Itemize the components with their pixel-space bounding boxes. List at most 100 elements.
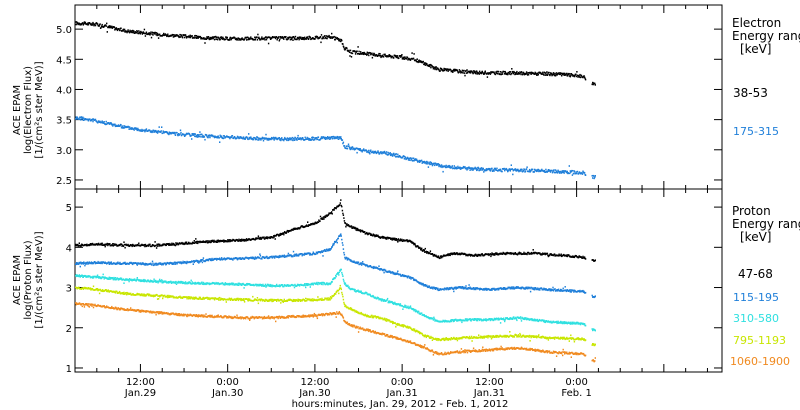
proton-series-2-point bbox=[92, 262, 95, 265]
electron-series-1-point bbox=[497, 70, 500, 73]
electron-series-1-point bbox=[207, 36, 210, 38]
electron-series-1-point bbox=[202, 37, 205, 40]
proton-series-1-point bbox=[581, 257, 584, 259]
proton-series-3-point bbox=[296, 284, 298, 287]
electron-series-2-point bbox=[554, 169, 557, 171]
proton-series-3-point bbox=[224, 284, 226, 286]
proton-series-1-point bbox=[364, 231, 366, 233]
electron-series-1-point bbox=[390, 55, 392, 57]
proton-series-2-point bbox=[534, 288, 536, 291]
electron-series-1-point bbox=[459, 70, 462, 72]
electron-series-1-point bbox=[338, 39, 340, 42]
electron-series-1-point bbox=[184, 34, 187, 36]
proton-series-1-point bbox=[123, 243, 126, 246]
proton-series-2-point bbox=[525, 286, 527, 289]
electron-series-1-point bbox=[519, 71, 522, 74]
proton-series-3-point bbox=[317, 283, 319, 286]
electron-series-2-point bbox=[300, 138, 302, 141]
proton-series-2-point bbox=[349, 259, 351, 261]
proton-series-1-point bbox=[542, 252, 544, 254]
electron-series-2-point bbox=[262, 139, 265, 142]
proton-series-3-point bbox=[162, 280, 164, 282]
proton-series-2-point bbox=[300, 253, 303, 255]
electron-series-1-point bbox=[301, 38, 303, 40]
proton-series-3-point bbox=[294, 283, 296, 286]
electron-series-1-point bbox=[354, 50, 356, 53]
electron-series-1-point bbox=[465, 72, 468, 74]
electron-series-1-point bbox=[512, 71, 514, 74]
proton-series-2-point bbox=[565, 289, 567, 291]
electron-series-2-point bbox=[287, 137, 289, 140]
proton-series-3-point bbox=[412, 308, 415, 311]
proton-series-1-point bbox=[280, 232, 282, 235]
electron-series-1-point bbox=[536, 72, 538, 75]
proton-series-3-point bbox=[323, 282, 326, 285]
electron-series-1-point bbox=[378, 52, 380, 55]
electron-series-1-point bbox=[210, 36, 212, 39]
electron-series-1-point bbox=[564, 72, 566, 75]
electron-series-2-point bbox=[581, 171, 583, 174]
electron-series-1-point bbox=[92, 21, 94, 24]
proton-series-1-point bbox=[518, 251, 521, 254]
proton-series-3-point bbox=[189, 281, 191, 284]
proton-series-2-point bbox=[570, 289, 572, 291]
proton-series-2-point bbox=[382, 268, 385, 271]
electron-series-1-point bbox=[438, 68, 440, 71]
electron-series-2-point bbox=[195, 135, 197, 138]
proton-series-2-point bbox=[164, 262, 166, 265]
proton-series-3-point bbox=[152, 281, 154, 283]
proton-series-3-point bbox=[136, 278, 138, 281]
electron-series-1-point bbox=[429, 63, 432, 66]
electron-series-1-point bbox=[517, 71, 520, 74]
proton-series-2-point bbox=[538, 288, 540, 290]
electron-series-1-point bbox=[552, 72, 555, 74]
electron-series-1-point bbox=[276, 38, 278, 41]
proton-series-3-point bbox=[127, 279, 130, 281]
proton-series-3-point bbox=[108, 276, 110, 279]
electron-series-2-point bbox=[293, 138, 295, 140]
electron-series-2-point bbox=[581, 173, 584, 175]
proton-series-3-point bbox=[275, 284, 277, 287]
electron-series-2-point bbox=[426, 161, 428, 164]
proton-legend-series-4: 795-1193 bbox=[733, 334, 786, 347]
electron-series-2-point bbox=[433, 162, 435, 165]
proton-series-1-point bbox=[266, 236, 268, 238]
electron-series-1-point bbox=[537, 73, 539, 76]
electron-series-2-point bbox=[80, 116, 82, 118]
proton-series-3-point bbox=[122, 278, 125, 280]
electron-series-1-point bbox=[98, 24, 101, 26]
proton-series-3 bbox=[75, 268, 596, 332]
electron-series-1-point bbox=[471, 71, 474, 74]
proton-series-2-point bbox=[315, 253, 317, 255]
proton-series-3-point bbox=[222, 282, 224, 284]
electron-series-2-point bbox=[485, 168, 488, 170]
electron-series-1-point bbox=[106, 31, 108, 33]
proton-series-1-point bbox=[399, 239, 401, 242]
proton-series-3-point bbox=[387, 301, 389, 304]
electron-series-1-point bbox=[166, 34, 168, 37]
electron-series-2-point bbox=[177, 133, 180, 135]
electron-series-2-point bbox=[320, 136, 323, 138]
electron-series-2-point bbox=[199, 131, 201, 133]
electron-series-2-point bbox=[203, 136, 206, 138]
proton-series-2-point bbox=[455, 286, 457, 289]
electron-series-2-point bbox=[347, 143, 350, 146]
proton-series-2-point bbox=[594, 295, 596, 297]
proton-series-2-point bbox=[325, 250, 327, 252]
proton-series-2-point bbox=[519, 287, 522, 290]
proton-series-2-point bbox=[564, 289, 566, 292]
proton-series-3-point bbox=[343, 280, 345, 282]
proton-series-2-point bbox=[216, 259, 218, 261]
electron-series-2-point bbox=[403, 158, 406, 160]
electron-series-1-point bbox=[133, 30, 135, 32]
electron-series-1-point bbox=[349, 49, 352, 52]
proton-series-3-point bbox=[333, 278, 335, 280]
proton-series-2-point bbox=[254, 256, 256, 258]
electron-series-1-point bbox=[279, 36, 281, 38]
proton-series-2-point bbox=[552, 286, 554, 289]
proton-series-3-point bbox=[386, 299, 388, 301]
proton-series-1-point bbox=[259, 237, 261, 240]
electron-series-1-point bbox=[544, 74, 547, 76]
proton-series-2-point bbox=[335, 240, 337, 243]
proton-series-3-point bbox=[443, 321, 446, 323]
